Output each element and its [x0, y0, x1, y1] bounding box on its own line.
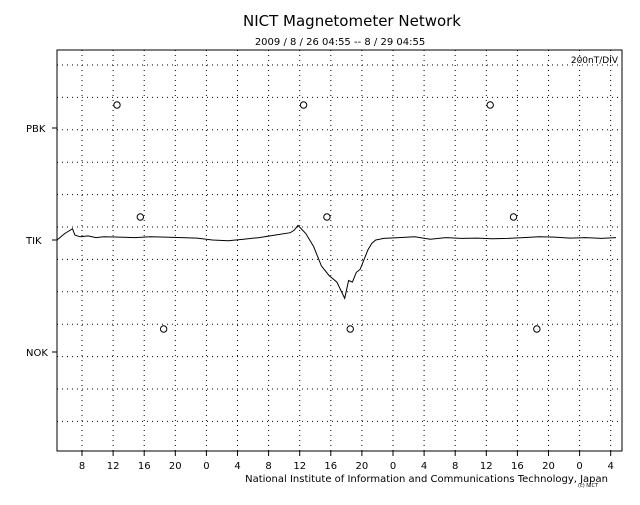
x-tick-label: 8: [265, 461, 271, 472]
station-label-pbk: PBK: [26, 124, 46, 135]
chart-subtitle: 2009 / 8 / 26 04:55 -- 8 / 29 04:55: [255, 37, 425, 48]
marker-pbk: [113, 101, 121, 109]
x-tick-label: 16: [511, 461, 524, 472]
marker-nok: [159, 325, 168, 333]
station-label-tik: TIK: [25, 236, 42, 247]
x-ticks: 8 12 16 20 0 4 8 12 16 20 0 4 8 12 16 20 0 4: [79, 451, 614, 472]
x-tick-label: 4: [421, 461, 427, 472]
x-tick-label: 8: [79, 461, 85, 472]
x-tick-label: 20: [169, 461, 182, 472]
footer-mark: (c) NICT: [578, 483, 599, 489]
grid: [57, 50, 622, 451]
markers: [113, 101, 541, 333]
x-tick-label: 0: [390, 461, 396, 472]
marker-pbk: [299, 101, 308, 109]
x-tick-label: 16: [324, 461, 337, 472]
footer-credit: National Institute of Information and Co…: [245, 474, 608, 485]
scale-label: 200nT/DIV: [571, 56, 619, 66]
series-line-tik: [56, 224, 617, 300]
x-tick-label: 20: [356, 461, 369, 472]
marker-tik: [509, 213, 518, 221]
marker-tik: [136, 213, 145, 221]
chart-title: NICT Magnetometer Network: [243, 12, 461, 30]
marker-nok: [533, 325, 541, 333]
x-tick-label: 12: [107, 461, 120, 472]
marker-nok: [346, 325, 354, 333]
x-tick-label: 0: [203, 461, 209, 472]
marker-pbk: [486, 101, 494, 109]
plot-frame: [56, 49, 623, 452]
x-tick-label: 0: [576, 461, 582, 472]
x-tick-label: 4: [608, 461, 614, 472]
x-tick-label: 8: [452, 461, 458, 472]
x-tick-label: 20: [542, 461, 555, 472]
marker-tik: [323, 213, 331, 221]
x-tick-label: 16: [138, 461, 151, 472]
x-tick-label: 4: [234, 461, 240, 472]
station-labels: PBK TIK NOK: [25, 124, 57, 359]
x-tick-label: 12: [293, 461, 306, 472]
station-label-nok: NOK: [26, 348, 48, 359]
x-tick-label: 12: [480, 461, 493, 472]
